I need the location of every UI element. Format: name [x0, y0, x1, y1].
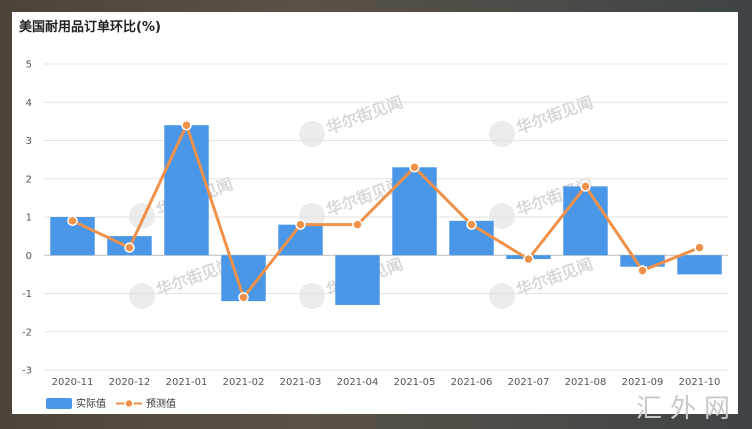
bar-2021-01: [164, 125, 209, 256]
watermark-logo: 华尔街见闻: [129, 254, 235, 309]
x-tick-label: 2021-02: [223, 377, 265, 388]
forecast-point-2020-11: [67, 215, 78, 227]
watermark-logo: 华尔街见闻: [489, 92, 595, 147]
brand-watermark: 汇外网: [635, 394, 738, 424]
y-tick-label: 0: [26, 251, 32, 262]
bar-2021-05: [392, 167, 437, 256]
legend: 实际值 预测值: [46, 397, 176, 410]
x-tick-label: 2021-06: [451, 377, 493, 388]
forecast-line: [71, 123, 701, 299]
x-tick-label: 2021-07: [508, 377, 550, 388]
watermark-seal: [299, 203, 325, 229]
legend-swatch-actual: [46, 398, 72, 409]
forecast-point-2021-09: [637, 265, 648, 276]
watermark-seal: [299, 283, 325, 309]
bar-2021-09: [620, 255, 665, 267]
y-tick-label: -2: [22, 327, 32, 338]
forecast-point-2021-06: [466, 219, 477, 230]
y-tick-label: -3: [22, 366, 32, 377]
x-tick-label: 2021-08: [565, 377, 607, 388]
x-tick-label: 2021-09: [622, 377, 664, 388]
watermark-seal: [129, 283, 155, 309]
legend-label-actual: 实际值: [76, 397, 106, 410]
forecast-point-2021-01: [181, 119, 192, 131]
watermark-logo: 华尔街见闻: [489, 254, 595, 309]
x-axis: 2020-11 2020-12 2021-01 2021-02 2021-03 2021-…: [52, 377, 721, 388]
watermark-logo: 华尔街见闻: [299, 174, 405, 229]
chart-title: 美国耐用品订单环比(%): [19, 19, 161, 35]
line-series: [67, 119, 705, 303]
legend-swatch-forecast-dot: [124, 398, 134, 409]
forecast-point-2021-04: [352, 219, 363, 230]
y-tick-label: 5: [26, 60, 32, 71]
y-tick-label: 3: [26, 136, 32, 147]
y-tick-label: -1: [22, 289, 32, 300]
y-tick-label: 4: [26, 98, 32, 109]
x-tick-label: 2020-11: [52, 377, 94, 388]
watermark-seal: [489, 283, 515, 309]
y-tick-label: 1: [26, 213, 32, 224]
x-tick-label: 2021-05: [394, 377, 436, 388]
watermark-seal: [489, 203, 515, 229]
chart-card: 华尔街见闻华尔街见闻华尔街见闻华尔街见闻华尔街见闻华尔街见闻华尔街见闻华尔街见闻…: [12, 12, 738, 414]
forecast-point-2021-08: [580, 181, 591, 192]
bar-2021-10: [677, 255, 722, 275]
bar-series: [50, 125, 722, 305]
x-tick-label: 2021-04: [337, 377, 379, 388]
bar-2021-08: [563, 186, 608, 256]
forecast-point-2021-02: [238, 292, 249, 303]
forecast-point-2021-10: [694, 242, 705, 253]
x-tick-label: 2021-03: [280, 377, 322, 388]
watermark-seal: [489, 121, 515, 147]
x-tick-label: 2020-12: [109, 377, 151, 388]
forecast-point-2020-12: [124, 242, 135, 253]
forecast-point-2021-07: [523, 253, 534, 265]
watermark-seal: [299, 121, 325, 147]
legend-label-forecast: 预测值: [146, 397, 176, 410]
y-axis: 5 4 3 2 1 0 -1 -2 -3: [22, 60, 32, 377]
forecast-point-2021-05: [409, 162, 420, 173]
x-tick-label: 2021-01: [166, 377, 208, 388]
watermark-logo: 华尔街见闻: [299, 92, 405, 147]
grid-lines: [44, 63, 728, 371]
bar-2021-04: [335, 255, 380, 305]
watermark-text: 华尔街见闻: [324, 92, 406, 137]
chart: 华尔街见闻华尔街见闻华尔街见闻华尔街见闻华尔街见闻华尔街见闻华尔街见闻华尔街见闻…: [19, 19, 728, 410]
y-tick-label: 2: [26, 174, 32, 185]
forecast-point-2021-03: [295, 219, 306, 230]
x-tick-label: 2021-10: [679, 377, 721, 388]
watermark-seal: [129, 203, 155, 229]
watermark-text: 华尔街见闻: [514, 92, 596, 137]
